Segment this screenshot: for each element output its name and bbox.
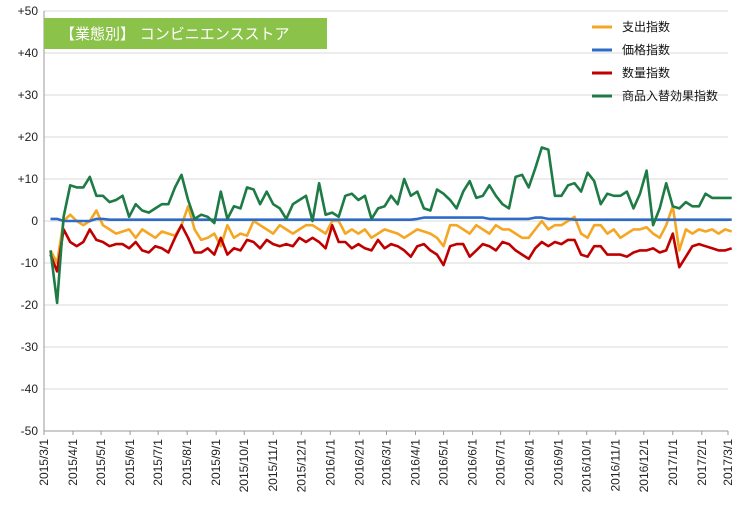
y-tick-label: +20 <box>18 130 39 144</box>
x-tick-label: 2016/6/1 <box>466 439 480 486</box>
series-line-0 <box>49 205 733 265</box>
x-tick-label: 2016/9/1 <box>552 439 566 486</box>
x-tick-label: 2016/10/1 <box>580 439 594 493</box>
y-tick-label: +40 <box>18 46 39 60</box>
x-tick-label: 2015/5/1 <box>94 439 108 486</box>
x-tick-label: 2015/8/1 <box>180 439 194 486</box>
legend-label-2: 数量指数 <box>622 65 670 80</box>
y-tick-label: +10 <box>18 172 39 186</box>
y-tick-labels: +50 +40 +30 +20 +10 0 -10 -20 -30 -40 -50 <box>18 4 39 438</box>
legend-label-0: 支出指数 <box>622 19 670 34</box>
x-tick-label: 2015/4/1 <box>66 439 80 486</box>
x-tick-label: 2015/12/1 <box>294 439 308 493</box>
x-tick-label: 2016/2/1 <box>352 439 366 486</box>
x-tick-label: 2015/6/1 <box>123 439 137 486</box>
legend-label-1: 価格指数 <box>622 42 670 57</box>
x-tick-label: 2016/1/1 <box>323 439 337 486</box>
y-tick-label: +30 <box>18 88 39 102</box>
x-tick-label: 2015/7/1 <box>151 439 165 486</box>
series-line-1 <box>50 216 732 223</box>
y-tick-label: +50 <box>18 4 39 18</box>
series-lines <box>49 146 733 305</box>
series-line-2 <box>49 223 733 273</box>
y-tick-label: -50 <box>21 424 39 438</box>
x-tick-label: 2016/8/1 <box>523 439 537 486</box>
y-tick-label: -30 <box>21 340 39 354</box>
x-tick-label: 2015/9/1 <box>209 439 223 486</box>
x-tick-label: 2015/11/1 <box>266 439 280 492</box>
series-line-3 <box>49 146 732 305</box>
y-tick-label: -40 <box>21 382 39 396</box>
x-tick-labels: 2015/3/1 2015/4/1 2015/5/1 2015/6/1 2015/7/1… <box>37 439 735 493</box>
x-tick-label: 2016/11/1 <box>609 439 623 492</box>
x-tick-label: 2015/3/1 <box>37 439 51 486</box>
x-tick-label: 2017/3/1 <box>721 439 735 486</box>
title-background <box>44 18 327 49</box>
legend-label-3: 商品入替効果指数 <box>622 88 718 103</box>
x-tick-label: 2016/5/1 <box>437 439 451 486</box>
x-tick-label: 2016/3/1 <box>379 439 393 486</box>
x-tick-label: 2016/4/1 <box>408 439 422 486</box>
y-tick-label: -20 <box>21 298 39 312</box>
y-tick-label: 0 <box>31 214 38 228</box>
x-tick-label: 2017/1/1 <box>666 439 680 486</box>
x-tick-label: 2016/7/1 <box>494 439 508 486</box>
y-tick-label: -10 <box>21 256 39 270</box>
chart-title: 【業態別】 コンビニエンスストア <box>60 25 289 43</box>
x-tick-label: 2016/12/1 <box>637 439 651 493</box>
axes <box>43 11 729 435</box>
chart-title-box: 【業態別】 コンビニエンスストア <box>44 18 327 49</box>
x-tick-label: 2017/2/1 <box>695 439 709 486</box>
x-tick-label: 2015/10/1 <box>237 439 251 493</box>
